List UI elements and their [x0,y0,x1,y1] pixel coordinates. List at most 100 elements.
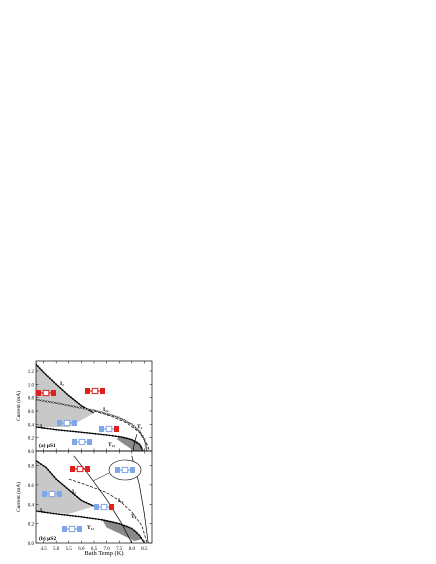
series-marker [58,429,60,431]
series-marker [97,433,100,435]
series-marker [125,525,128,528]
icon-block-left [99,426,104,432]
annotation-label: T₁₂ [87,525,94,531]
series-marker [38,426,40,429]
shaded-region-upper [36,364,94,413]
series-marker [114,435,117,438]
icon-block-right [51,390,56,396]
series-marker [87,408,90,411]
state-icon [62,525,82,533]
series-marker [92,517,94,520]
series-marker [109,520,112,523]
series-marker [52,512,55,515]
state-icon [42,490,62,498]
series-marker [136,532,138,534]
series-marker [75,405,78,409]
icon-block-right [77,526,82,532]
series-marker [74,494,76,496]
x-tick-label: 6.0 [78,547,85,552]
series-marker [52,428,55,431]
series-marker [63,485,66,488]
series-marker [63,429,66,432]
annotation-label: I₂ [72,489,76,495]
icon-connector [111,428,114,430]
series-marker [78,406,81,409]
icon-connector [84,441,87,443]
y-tick-label: 0.6 [28,410,35,415]
series-marker [141,539,144,542]
state-icon [85,387,105,395]
series-marker [60,429,63,432]
series-marker [40,369,43,372]
series-marker [81,407,84,410]
icon-center [105,425,113,433]
y-tick-label: 0.8 [28,465,35,470]
series-marker [145,446,148,450]
series-marker [37,399,40,402]
series-marker [69,514,72,517]
panel-label: (b) µS2 [39,535,56,542]
series-marker [83,431,86,434]
series-marker [110,414,113,417]
series-marker [128,421,131,425]
series-marker [80,431,83,434]
series-marker [40,511,43,513]
series-marker [94,432,97,435]
x-tick-label: 8.5 [141,547,148,552]
series-marker [128,438,131,440]
series-line-4 [132,434,138,451]
series-marker [63,391,66,393]
series-marker [43,511,46,514]
series-marker [113,415,116,418]
x-tick-label: 5.5 [66,547,73,552]
state-icon [72,438,92,446]
series-marker [72,515,74,517]
series-marker [55,383,58,386]
icon-block-right [72,420,77,426]
series-marker [77,515,80,518]
x-tick-label: 8.0 [129,547,136,552]
icon-connector [41,392,44,394]
icon-block-left [62,526,67,532]
icon-connector [97,390,100,392]
series-marker [91,432,94,435]
icon-center [68,525,76,533]
series-marker [130,438,133,441]
series-marker [89,517,91,519]
series-marker [97,518,100,521]
series-marker [63,514,66,516]
series-marker [49,428,52,430]
icon-block-right [100,388,105,394]
icon-connector [82,468,85,470]
series-marker [144,443,147,447]
shaded-region-lower [101,518,142,542]
state-icon [94,503,114,511]
y-tick-label: 0.4 [28,423,35,428]
icon-block-right [85,466,90,472]
y-tick-label: 0.4 [28,503,35,508]
series-marker [125,437,128,440]
series-marker [55,478,58,480]
series-marker [66,404,69,407]
series-marker [42,464,45,467]
x-tick-label: 5.0 [53,547,60,552]
series-line-2 [68,478,148,543]
series-marker [100,433,102,436]
series-marker [118,522,121,525]
series-marker [63,403,66,406]
icon-center [42,389,50,397]
series-marker [84,407,87,410]
series-marker [72,430,74,433]
series-marker [108,434,111,437]
series-marker [51,473,53,476]
icon-connector [90,390,93,392]
series-line-1 [36,426,144,451]
series-marker [55,513,58,515]
series-marker [90,408,93,411]
callout-pointer [92,472,110,482]
series-marker [80,404,83,407]
x-tick-label: 7.5 [116,547,123,552]
series-marker [65,487,68,489]
series-marker [100,518,103,521]
